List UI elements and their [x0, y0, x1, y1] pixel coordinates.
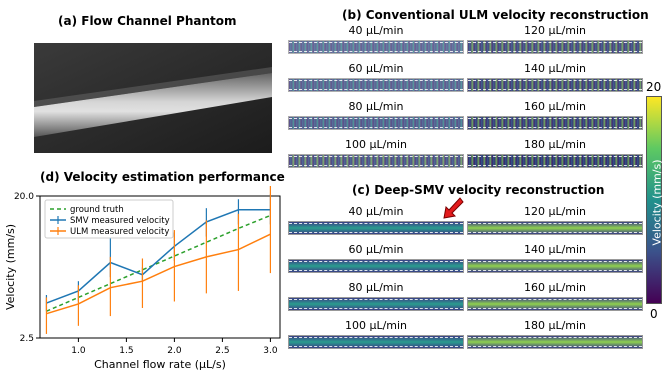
channel-wall-line [468, 261, 642, 262]
arrow-annotation-icon [443, 197, 464, 219]
ulm-label: 160 µL/min [523, 100, 587, 113]
channel-wall-line [289, 299, 463, 300]
panel-b-title: (b) Conventional ULM velocity reconstruc… [342, 8, 649, 22]
smv-strip [288, 335, 464, 349]
legend-label: ground truth [70, 205, 124, 215]
smv-strip [467, 297, 643, 311]
channel-wall-line [468, 165, 642, 166]
channel-wall-line [289, 156, 463, 157]
channel-wall-line [289, 223, 463, 224]
ulm-label: 100 µL/min [344, 138, 408, 151]
channel-wall-line [468, 308, 642, 309]
y-axis-label: Velocity (mm/s) [4, 224, 17, 310]
smv-strip [288, 221, 464, 235]
channel-wall-line [468, 89, 642, 90]
smv-strip [467, 335, 643, 349]
channel-wall-line [289, 165, 463, 166]
smv-label: 140 µL/min [523, 243, 587, 256]
phantom-channel-graphic [34, 43, 272, 153]
y-tick-label: 20.0 [14, 192, 34, 202]
channel-wall-line [468, 337, 642, 338]
channel-wall-line [289, 261, 463, 262]
smv-label: 120 µL/min [523, 205, 587, 218]
channel-wall-line [289, 308, 463, 309]
phantom-image [34, 43, 272, 153]
series-line-SMV-measured-velocity [46, 209, 271, 304]
x-tick-label: 2.5 [215, 346, 229, 356]
channel-wall-line [468, 51, 642, 52]
legend-label: SMV measured velocity [70, 216, 170, 226]
channel-wall-line [289, 232, 463, 233]
channel-wall-line [289, 118, 463, 119]
channel-wall-line [468, 80, 642, 81]
colorbar-min-label: 0 [650, 307, 658, 321]
ulm-strip [467, 154, 643, 168]
ulm-strip [467, 116, 643, 130]
channel-wall-line [468, 156, 642, 157]
panel-d-title: (d) Velocity estimation performance [40, 170, 285, 184]
x-axis-label: Channel flow rate (µL/s) [94, 358, 226, 371]
ulm-strip [467, 78, 643, 92]
ulm-label: 60 µL/min [348, 62, 404, 75]
smv-label: 100 µL/min [344, 319, 408, 332]
legend-box [44, 199, 174, 239]
ulm-strip [288, 78, 464, 92]
smv-strip [288, 259, 464, 273]
ulm-strip [467, 40, 643, 54]
smv-label: 80 µL/min [348, 281, 404, 294]
ulm-label: 140 µL/min [523, 62, 587, 75]
channel-wall-line [289, 51, 463, 52]
channel-wall-line [289, 80, 463, 81]
channel-wall-line [289, 270, 463, 271]
panel-a-title: (a) Flow Channel Phantom [58, 14, 237, 28]
channel-wall-line [289, 346, 463, 347]
smv-strip [288, 297, 464, 311]
colorbar-label: Velocity (mm/s) [650, 159, 664, 246]
channel-wall-line [468, 270, 642, 271]
smv-label: 180 µL/min [523, 319, 587, 332]
smv-label: 160 µL/min [523, 281, 587, 294]
panel-c-title: (c) Deep-SMV velocity reconstruction [352, 183, 605, 197]
ulm-label: 180 µL/min [523, 138, 587, 151]
x-tick-label: 2.0 [167, 346, 182, 356]
channel-wall-line [468, 346, 642, 347]
y-tick-label: 2.5 [20, 334, 34, 344]
smv-strip [467, 259, 643, 273]
plot-frame [39, 195, 281, 339]
legend-label: ULM measured velocity [70, 227, 169, 237]
channel-wall-line [289, 89, 463, 90]
channel-wall-line [468, 42, 642, 43]
channel-wall-line [289, 42, 463, 43]
x-tick-label: 1.5 [119, 346, 133, 356]
channel-wall-line [468, 232, 642, 233]
x-tick-label: 1.0 [71, 346, 86, 356]
x-tick-label: 3.0 [263, 346, 278, 356]
colorbar [646, 96, 662, 304]
channel-wall-line [289, 337, 463, 338]
ulm-strip [288, 40, 464, 54]
smv-strip [467, 221, 643, 235]
ulm-label: 40 µL/min [348, 24, 404, 37]
ulm-strip [288, 116, 464, 130]
ulm-strip [288, 154, 464, 168]
channel-wall-line [468, 118, 642, 119]
velocity-chart: 1.0 1.5 2.0 2.5 3.0 2.5 20.0 Channel flow rate … [4, 186, 281, 371]
series-line-ground-truth [46, 214, 271, 312]
channel-wall-line [468, 299, 642, 300]
channel-wall-line [468, 127, 642, 128]
series-line-ULM-measured-velocity [46, 233, 271, 315]
colorbar-max-label: 20 [646, 80, 662, 94]
smv-label: 40 µL/min [348, 205, 404, 218]
ulm-label: 80 µL/min [348, 100, 404, 113]
ulm-label: 120 µL/min [523, 24, 587, 37]
channel-wall-line [468, 223, 642, 224]
smv-label: 60 µL/min [348, 243, 404, 256]
channel-wall-line [289, 127, 463, 128]
